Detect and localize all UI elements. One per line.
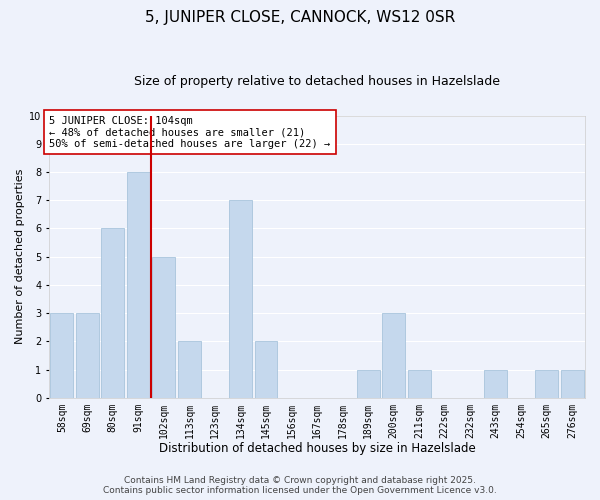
Title: Size of property relative to detached houses in Hazelslade: Size of property relative to detached ho…: [134, 75, 500, 88]
Bar: [254, 342, 277, 398]
Bar: [535, 370, 558, 398]
Bar: [127, 172, 150, 398]
Text: 5, JUNIPER CLOSE, CANNOCK, WS12 0SR: 5, JUNIPER CLOSE, CANNOCK, WS12 0SR: [145, 10, 455, 25]
Bar: [382, 313, 405, 398]
Bar: [561, 370, 584, 398]
Bar: [407, 370, 431, 398]
X-axis label: Distribution of detached houses by size in Hazelslade: Distribution of detached houses by size …: [158, 442, 475, 455]
Bar: [76, 313, 99, 398]
Bar: [356, 370, 380, 398]
Bar: [484, 370, 507, 398]
Bar: [178, 342, 201, 398]
Bar: [152, 256, 175, 398]
Text: 5 JUNIPER CLOSE: 104sqm
← 48% of detached houses are smaller (21)
50% of semi-de: 5 JUNIPER CLOSE: 104sqm ← 48% of detache…: [49, 116, 331, 149]
Bar: [101, 228, 124, 398]
Bar: [50, 313, 73, 398]
Text: Contains HM Land Registry data © Crown copyright and database right 2025.
Contai: Contains HM Land Registry data © Crown c…: [103, 476, 497, 495]
Bar: [229, 200, 252, 398]
Y-axis label: Number of detached properties: Number of detached properties: [15, 169, 25, 344]
